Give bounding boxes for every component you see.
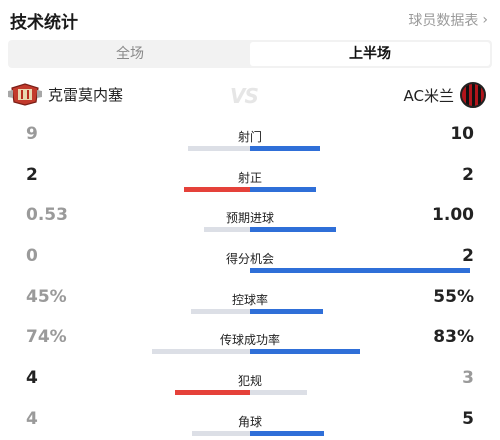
away-stat-bar xyxy=(250,390,307,395)
stat-row: 4 犯规 3 xyxy=(0,368,500,408)
away-stat-value: 55% xyxy=(433,287,474,307)
home-team[interactable]: 克雷莫内塞 xyxy=(8,82,123,106)
away-team-name: AC米兰 xyxy=(403,86,454,105)
home-stat-bar xyxy=(175,390,250,395)
teams-row: 克雷莫内塞 VS AC米兰 xyxy=(0,82,500,112)
period-tabs: 全场 上半场 xyxy=(8,40,492,68)
stat-row: 9 射门 10 xyxy=(0,124,500,164)
home-stat-bar xyxy=(192,431,250,436)
home-team-name: 克雷莫内塞 xyxy=(48,85,124,104)
stat-row: 45% 控球率 55% xyxy=(0,287,500,327)
section-title: 技术统计 xyxy=(10,13,78,33)
away-bar-track xyxy=(250,187,470,192)
tab-full-match[interactable]: 全场 xyxy=(116,46,144,62)
home-stat-bar xyxy=(152,349,250,354)
vs-label: VS xyxy=(230,84,259,108)
away-stat-value: 5 xyxy=(462,409,474,429)
stat-row: 0 得分机会 2 xyxy=(0,246,500,286)
home-stat-bar xyxy=(188,146,250,151)
home-bar-track xyxy=(30,390,250,395)
away-bar-track xyxy=(250,349,470,354)
stat-label: 控球率 xyxy=(231,293,268,307)
home-stat-value: 2 xyxy=(26,165,38,185)
away-team[interactable]: AC米兰 xyxy=(404,82,486,108)
stat-row: 0.53 预期进球 1.00 xyxy=(0,205,500,245)
home-bar-track xyxy=(30,268,250,273)
cremonese-crest-icon xyxy=(8,83,42,106)
stat-label: 射正 xyxy=(237,171,262,185)
home-stat-value: 9 xyxy=(26,124,38,144)
home-bar-track xyxy=(30,349,250,354)
home-bar-track xyxy=(30,227,250,232)
home-stat-value: 74% xyxy=(26,327,67,347)
home-bar-track xyxy=(30,309,250,314)
stat-label: 预期进球 xyxy=(225,211,274,225)
tab-first-half[interactable]: 上半场 xyxy=(250,42,490,66)
away-stat-bar xyxy=(250,309,323,314)
away-bar-track xyxy=(250,146,470,151)
away-bar-track xyxy=(250,390,470,395)
away-stat-value: 2 xyxy=(462,246,474,266)
away-stat-bar xyxy=(250,349,360,354)
away-stat-value: 10 xyxy=(450,124,474,144)
stat-label: 射门 xyxy=(237,130,262,144)
home-stat-value: 0 xyxy=(26,246,38,266)
chevron-right-icon: › xyxy=(482,12,488,28)
away-bar-track xyxy=(250,227,470,232)
away-stat-bar xyxy=(250,227,336,232)
away-stat-value: 2 xyxy=(462,165,474,185)
stats-header: 技术统计 球员数据表 › xyxy=(0,0,500,38)
away-bar-track xyxy=(250,268,470,273)
home-bar-track xyxy=(30,187,250,192)
ac-milan-crest-icon xyxy=(460,82,486,108)
stat-label: 传球成功率 xyxy=(219,333,280,347)
stat-label: 犯规 xyxy=(237,374,262,388)
home-stat-value: 4 xyxy=(26,368,38,388)
stat-row: 2 射正 2 xyxy=(0,165,500,205)
player-stats-link-label: 球员数据表 xyxy=(408,13,479,29)
home-stat-value: 4 xyxy=(26,409,38,429)
home-bar-track xyxy=(30,146,250,151)
away-bar-track xyxy=(250,431,470,436)
away-stat-value: 83% xyxy=(433,327,474,347)
home-stat-bar xyxy=(204,227,250,232)
home-stat-value: 0.53 xyxy=(26,205,68,225)
home-stat-bar xyxy=(184,187,250,192)
away-bar-track xyxy=(250,309,470,314)
away-stat-bar xyxy=(250,431,324,436)
stat-label: 得分机会 xyxy=(225,252,274,266)
player-stats-link[interactable]: 球员数据表 › xyxy=(408,10,488,30)
stat-row: 4 角球 5 xyxy=(0,409,500,440)
away-stat-bar xyxy=(250,268,470,273)
stat-row: 74% 传球成功率 83% xyxy=(0,327,500,367)
stat-label: 角球 xyxy=(237,415,262,429)
home-stat-value: 45% xyxy=(26,287,67,307)
away-stat-bar xyxy=(250,187,316,192)
away-stat-bar xyxy=(250,146,320,151)
home-stat-bar xyxy=(191,309,250,314)
away-stat-value: 1.00 xyxy=(432,205,474,225)
away-stat-value: 3 xyxy=(462,368,474,388)
home-bar-track xyxy=(30,431,250,436)
